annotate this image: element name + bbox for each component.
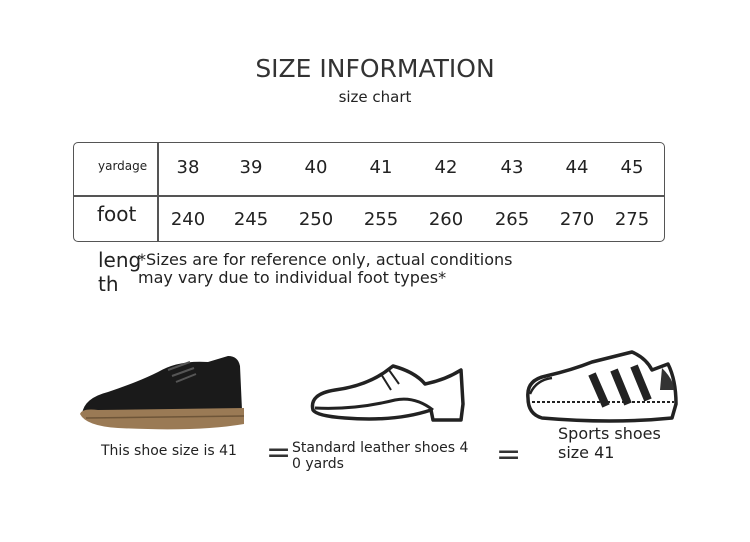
foot-length-cell: 250: [298, 209, 334, 230]
caption3-line2: size 41: [558, 443, 615, 462]
equals-sign: =: [266, 435, 292, 470]
size-table: yardage foot 38 240 39 245 40 250 41 255 42 260 43…: [73, 142, 665, 242]
foot-length-cell: 245: [233, 209, 269, 230]
size-cell: 44: [565, 157, 589, 178]
caption2-line1: Standard leather shoes 4: [292, 440, 469, 456]
size-cell: 40: [304, 157, 328, 178]
column-divider: [157, 143, 159, 241]
foot-length-cell: 275: [614, 209, 650, 230]
row-label-yardage: yardage: [98, 159, 148, 173]
size-cell: 45: [620, 157, 644, 178]
caption-sports-shoes: Sports shoes size 41: [558, 424, 661, 462]
caption-this-shoe: This shoe size is 41: [101, 443, 237, 459]
size-cell: 43: [500, 157, 524, 178]
equals-sign: =: [496, 437, 522, 472]
foot-length-cell: 270: [559, 209, 595, 230]
size-cell: 41: [369, 157, 393, 178]
size-cell: 39: [239, 157, 263, 178]
page-title: SIZE INFORMATION: [255, 54, 495, 83]
foot-length-cell: 240: [170, 209, 206, 230]
foot-length-cell: 265: [494, 209, 530, 230]
leather-shoe-image: [80, 356, 245, 430]
page-subtitle: size chart: [338, 88, 412, 106]
row-label-length: leng th: [98, 248, 141, 296]
sneaker-icon: [526, 350, 678, 423]
size-note: *Sizes are for reference only, actual co…: [138, 251, 512, 287]
caption-standard-leather: Standard leather shoes 4 0 yards: [292, 440, 468, 472]
size-cell: 42: [434, 157, 458, 178]
row-divider: [74, 195, 664, 197]
row-label-foot: foot: [97, 202, 137, 226]
dress-shoe-icon: [310, 364, 465, 422]
caption2-line2: 0 yards: [292, 456, 344, 472]
caption3-line1: Sports shoes: [558, 424, 661, 443]
note-line2: may vary due to individual foot types*: [138, 268, 447, 287]
length-line1: leng: [98, 248, 142, 272]
foot-length-cell: 255: [363, 209, 399, 230]
length-line2: th: [98, 272, 119, 296]
note-line1: *Sizes are for reference only, actual co…: [138, 250, 513, 269]
size-cell: 38: [176, 157, 200, 178]
foot-length-cell: 260: [428, 209, 464, 230]
